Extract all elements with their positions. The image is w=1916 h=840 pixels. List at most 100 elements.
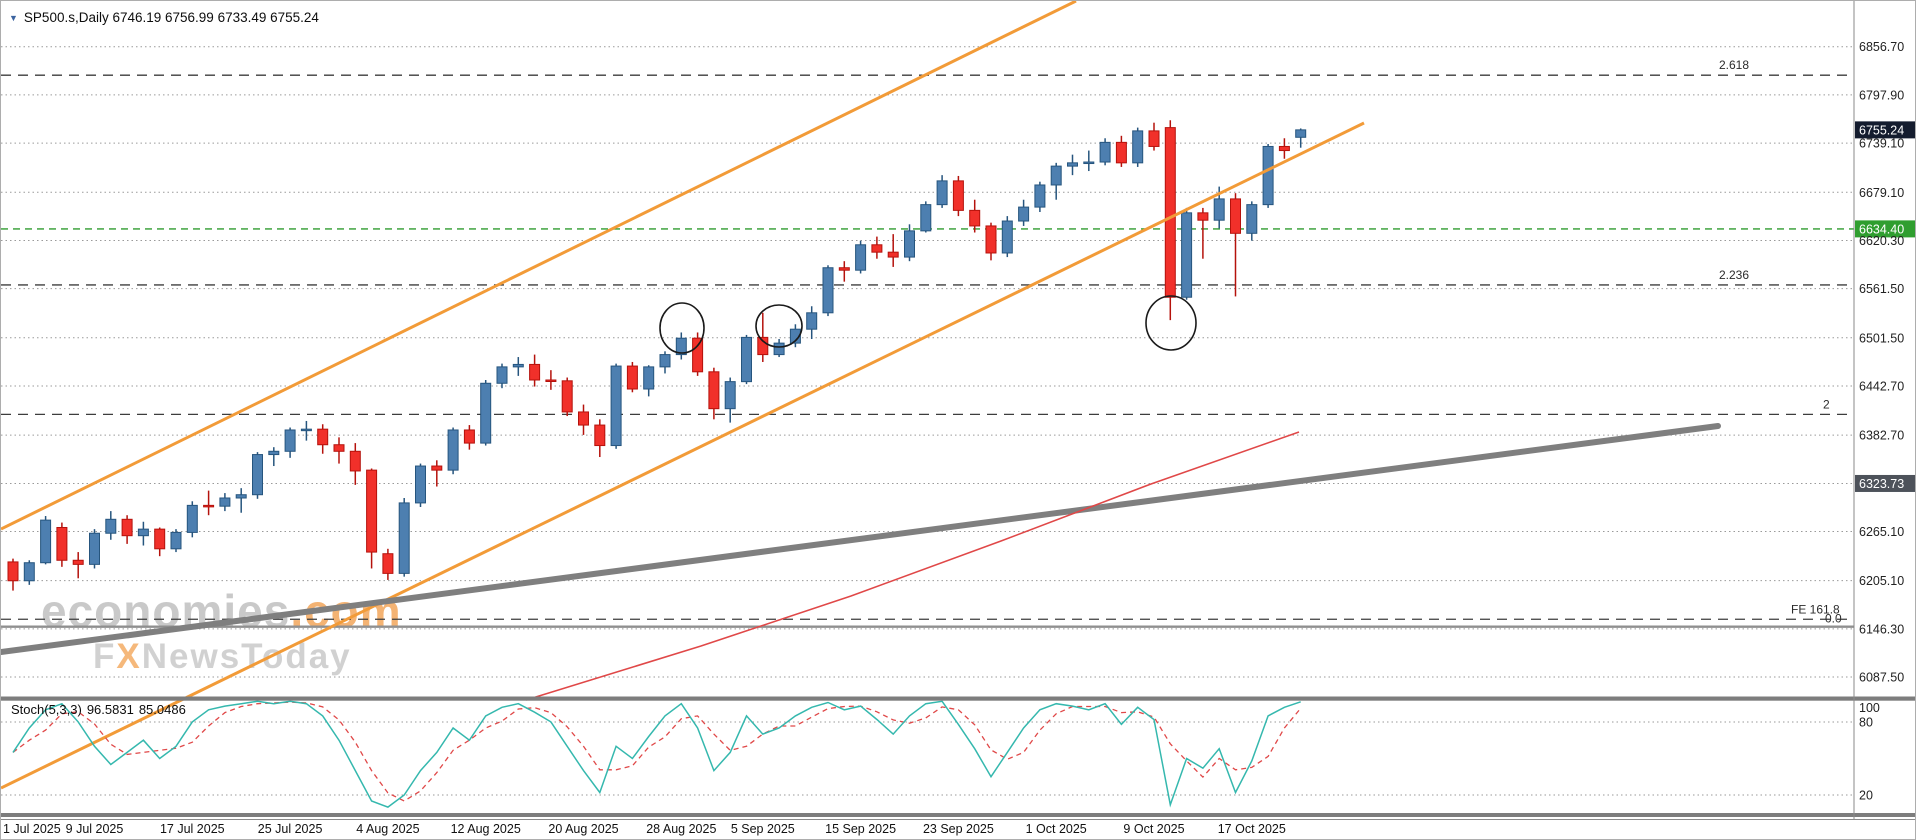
price-label: 6146.30 [1859, 622, 1904, 636]
price-badge [1855, 474, 1915, 492]
candle-body [838, 267, 850, 271]
candle-body [529, 363, 541, 381]
candle-body [284, 429, 296, 452]
candle-body [741, 336, 752, 383]
stoch-scale-label: 80 [1859, 715, 1873, 729]
candle-body [1197, 212, 1209, 221]
candle-body [1050, 165, 1062, 186]
candle-body [855, 244, 867, 271]
ellipse-annotation[interactable] [659, 302, 705, 354]
ellipse-annotation[interactable] [755, 304, 803, 348]
candle-body [659, 354, 671, 368]
candle-body [1213, 198, 1225, 221]
candle-body [366, 469, 378, 553]
candle-body [1083, 161, 1095, 165]
candle-body [72, 559, 84, 565]
date-label: 5 Sep 2025 [731, 822, 795, 836]
ellipse-annotation[interactable] [1145, 295, 1197, 351]
fib-label: 2.236 [1719, 268, 1749, 282]
date-label: 20 Aug 2025 [548, 822, 618, 836]
stoch-k-line [12, 700, 1301, 808]
candle-body [154, 528, 166, 550]
candles-layer [7, 120, 1307, 591]
candle-body [1034, 184, 1046, 208]
candle-body [40, 519, 52, 564]
date-label: 1 Jul 2025 [3, 822, 61, 836]
stoch-scale-label: 20 [1859, 788, 1873, 802]
candle-body [105, 518, 117, 534]
candle-body [545, 379, 557, 382]
watermark-sub-x: X [116, 637, 142, 677]
candle-body [23, 562, 35, 582]
candle-body [936, 180, 948, 206]
date-label: 4 Aug 2025 [356, 822, 419, 836]
trendlines-layer [1, 1, 1721, 790]
gray-trendline[interactable] [1, 423, 1721, 655]
price-label: 6382.70 [1859, 429, 1904, 443]
candle-body [235, 494, 247, 499]
panel-separator-bottom[interactable] [1, 813, 1916, 817]
fib-label: 2 [1823, 397, 1830, 411]
date-label: 1 Oct 2025 [1026, 822, 1087, 836]
price-label: 6856.70 [1859, 40, 1904, 54]
price-label: 6442.70 [1859, 379, 1904, 393]
channel-lower-trendline[interactable] [1, 121, 1365, 790]
symbol-info-text: SP500.s,Daily 6746.19 6756.99 6733.49 67… [23, 10, 319, 25]
candle-body [806, 312, 818, 330]
price-label: 6620.30 [1859, 234, 1904, 248]
candle-body [578, 411, 589, 426]
candle-body [1164, 127, 1176, 298]
candle-body [643, 366, 655, 390]
channel-upper-trendline[interactable] [1, 1, 1077, 531]
candle-body [121, 518, 133, 537]
candle-body [56, 526, 68, 561]
candle-body [268, 450, 280, 456]
candle-body [203, 504, 215, 508]
date-label: 28 Aug 2025 [646, 822, 716, 836]
candle-body [904, 230, 915, 258]
stochastic-layer [12, 700, 1302, 808]
candle-body [1018, 206, 1030, 222]
panel-separator[interactable] [1, 696, 1916, 701]
candle-body [186, 504, 198, 533]
fib-label: 2.618 [1719, 58, 1749, 72]
date-label: 9 Oct 2025 [1123, 822, 1184, 836]
candle-body [1246, 204, 1258, 234]
candle-body [415, 465, 426, 504]
annotations-layer [659, 295, 1197, 354]
candle-body [969, 209, 981, 227]
price-badge-label: 6755.24 [1859, 123, 1904, 137]
candle-body [789, 328, 801, 344]
candle-body [496, 366, 508, 384]
stoch-scale-label: 100 [1859, 701, 1880, 715]
price-badge [1855, 121, 1915, 139]
date-label: 15 Sep 2025 [825, 822, 896, 836]
candle-body [1099, 141, 1111, 163]
candle-body [1115, 141, 1127, 164]
price-badge [1855, 220, 1915, 238]
candle-body [89, 532, 100, 565]
candle-body [431, 465, 443, 471]
candle-body [7, 561, 19, 582]
red-ma-line[interactable] [525, 431, 1300, 701]
candle-body [1278, 145, 1290, 152]
price-label: 6797.90 [1859, 88, 1904, 102]
candle-body [594, 424, 606, 447]
price-label: 6501.50 [1859, 331, 1904, 345]
date-label: 9 Jul 2025 [66, 822, 124, 836]
time-axis[interactable]: 1 Jul 2025 9 Jul 2025 17 Jul 2025 25 Jul 20… [3, 822, 1286, 836]
date-label: 17 Jul 2025 [160, 822, 225, 836]
candle-body [480, 382, 492, 444]
candle-body [333, 444, 345, 452]
price-badge-label: 6323.73 [1859, 477, 1904, 491]
candle-body [300, 428, 312, 432]
candle-body [708, 371, 720, 410]
candle-body [952, 180, 964, 211]
price-label: 6739.10 [1859, 137, 1904, 151]
fib-label: 0.0 [1825, 612, 1842, 626]
candle-body [887, 251, 899, 258]
candle-body [724, 381, 736, 410]
candle-body [463, 429, 475, 444]
